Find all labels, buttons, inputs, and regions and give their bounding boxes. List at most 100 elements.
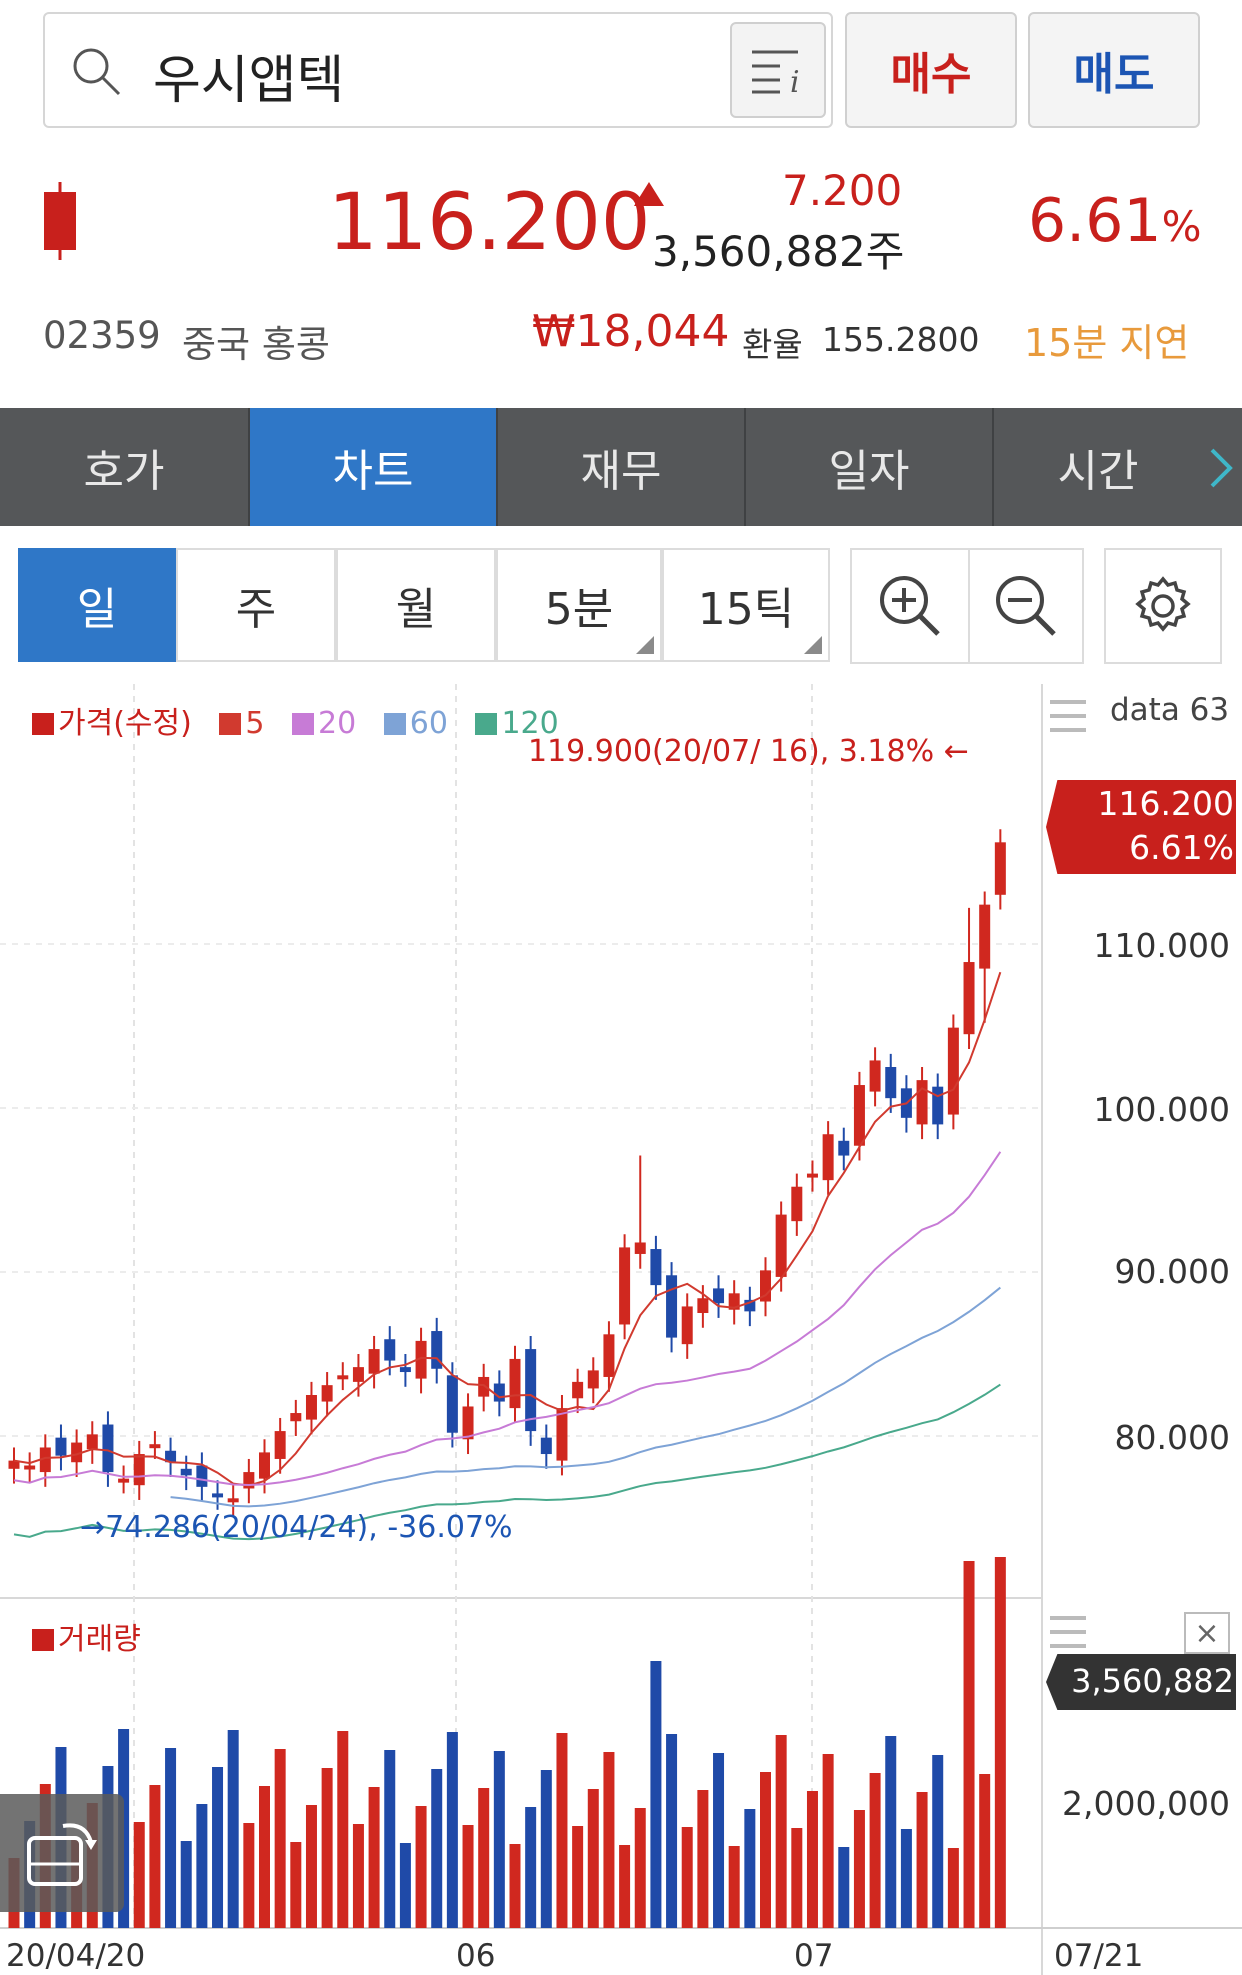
volume-bar	[979, 1774, 991, 1928]
period-month[interactable]: 월	[336, 548, 496, 662]
candle-body	[399, 1367, 411, 1373]
volume-bar	[274, 1749, 286, 1928]
candle-body	[932, 1086, 944, 1125]
volume-bar	[431, 1769, 443, 1928]
buy-button[interactable]: 매수	[845, 12, 1017, 128]
legend-price-label: 가격(수정)	[58, 706, 192, 741]
volume-bar	[603, 1752, 615, 1928]
candle-body	[39, 1447, 51, 1473]
candle-body	[305, 1395, 317, 1420]
rotate-screen-button[interactable]	[0, 1794, 124, 1912]
candle-body	[24, 1465, 36, 1470]
chart-canvas	[0, 684, 1242, 1975]
volume-bar	[165, 1748, 177, 1928]
fx-rate: 155.2800	[822, 320, 980, 359]
legend-swatch	[292, 713, 314, 735]
candle-body	[994, 842, 1006, 895]
volume-bar	[556, 1733, 568, 1928]
price-change: 7.200	[782, 166, 903, 215]
ma120-line	[13, 1383, 1001, 1541]
candle-body	[853, 1085, 865, 1146]
volume-legend: 거래량	[32, 1614, 141, 1658]
candle-body	[133, 1454, 145, 1486]
candle-body	[102, 1424, 114, 1473]
volume-bar	[133, 1822, 145, 1928]
volume-bar	[666, 1734, 678, 1928]
candle-body	[806, 1173, 818, 1178]
volume-bar	[321, 1768, 333, 1928]
volume-bar	[681, 1827, 693, 1928]
candle-body	[415, 1340, 427, 1379]
period-week[interactable]: 주	[176, 548, 336, 662]
candle-body	[697, 1298, 709, 1313]
stock-code: 02359	[43, 314, 161, 357]
chart-settings-button[interactable]	[1104, 548, 1222, 664]
change-percent-value: 6.61	[1028, 186, 1162, 256]
candle-body	[775, 1214, 787, 1277]
volume-bar	[399, 1843, 411, 1928]
volume-bar	[243, 1823, 255, 1928]
period-5min-label: 5분	[544, 584, 614, 635]
close-volume-button[interactable]: ×	[1184, 1612, 1230, 1654]
volume-menu-icon[interactable]	[1048, 1614, 1088, 1652]
period-15tick[interactable]: 15틱	[662, 548, 830, 662]
candle-body	[916, 1080, 928, 1125]
volume-bar	[384, 1750, 396, 1928]
volume-bar	[540, 1770, 552, 1928]
stock-info-button[interactable]: i	[730, 22, 826, 118]
candle-body	[71, 1442, 83, 1463]
zoom-in-button[interactable]	[850, 548, 970, 664]
candle-body	[885, 1067, 897, 1099]
list-info-icon: i	[752, 50, 800, 94]
volume-bar	[963, 1561, 975, 1928]
current-volume-flag	[1046, 1654, 1236, 1710]
menu-lines-icon[interactable]	[1048, 698, 1088, 736]
volume-bar	[572, 1826, 584, 1928]
volume-bar	[478, 1788, 490, 1928]
period-day[interactable]: 일	[18, 548, 176, 662]
legend-swatch	[32, 713, 54, 735]
tab-financials[interactable]: 재무	[498, 408, 746, 526]
candle-body	[196, 1465, 208, 1487]
tab-time[interactable]: 시간	[1057, 446, 1139, 497]
chevron-right-icon[interactable]	[1208, 446, 1234, 490]
tab-daily[interactable]: 일자	[746, 408, 994, 526]
candle-body	[619, 1247, 631, 1325]
volume-bar	[853, 1810, 865, 1928]
fx-label: 환율	[742, 325, 803, 364]
volume-bar	[196, 1804, 208, 1928]
candle-body	[556, 1408, 568, 1461]
price-legend: 가격(수정) 5 20 60 120	[32, 698, 559, 742]
tab-chart[interactable]: 차트	[250, 408, 498, 526]
legend-swatch	[219, 713, 242, 735]
candle-body	[979, 904, 991, 969]
candle-body	[760, 1270, 771, 1302]
volume-bar	[493, 1751, 505, 1928]
price-tick: 80.000	[1114, 1418, 1230, 1457]
candle-body	[838, 1140, 850, 1156]
volume-bar	[932, 1755, 944, 1928]
volume-bar	[509, 1844, 521, 1928]
volume-bar	[337, 1731, 349, 1928]
candle-body	[321, 1385, 333, 1402]
chart-area[interactable]: 가격(수정) 5 20 60 120 data 63 119.900(20/07…	[0, 684, 1242, 1975]
candle-body	[587, 1370, 599, 1389]
candle-body	[227, 1498, 239, 1503]
period-5min[interactable]: 5분	[496, 548, 662, 662]
candle-body	[634, 1242, 646, 1254]
current-price-flag	[1046, 780, 1236, 874]
flag-price: 116.200	[1097, 784, 1234, 823]
search-input[interactable]: 우시앱텍	[153, 51, 345, 111]
min-annotation: →74.286(20/04/24), -36.07%	[80, 1510, 513, 1545]
search-bar[interactable]: 우시앱텍 i	[43, 12, 833, 128]
zoom-out-button[interactable]	[968, 548, 1084, 664]
tab-orderbook[interactable]: 호가	[0, 408, 250, 526]
volume-bar	[728, 1846, 740, 1928]
legend-swatch	[475, 713, 498, 735]
sell-button[interactable]: 매도	[1028, 12, 1200, 128]
volume-bar	[587, 1789, 599, 1928]
x-label: 07	[794, 1938, 834, 1974]
volume-bar	[697, 1790, 709, 1928]
candle-body	[55, 1437, 67, 1456]
candle-body	[963, 962, 975, 1035]
